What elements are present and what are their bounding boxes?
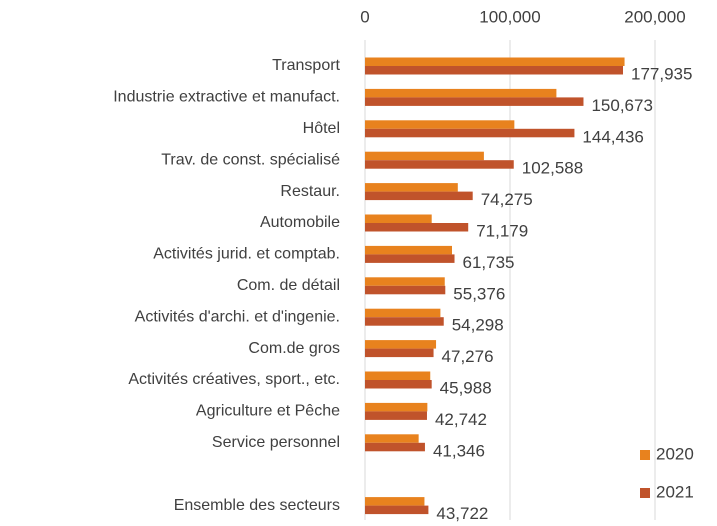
category-label: Agriculture et Pêche <box>196 403 340 420</box>
bar <box>365 160 514 169</box>
legend-label: 2020 <box>656 444 694 463</box>
value-label: 54,298 <box>452 316 504 335</box>
bar <box>365 120 515 129</box>
bar <box>365 97 584 106</box>
value-label: 45,988 <box>440 378 492 397</box>
bar <box>365 128 575 138</box>
legend-label: 2021 <box>656 482 694 501</box>
category-label: Activités jurid. et comptab. <box>153 246 340 263</box>
value-label: 47,276 <box>442 347 494 366</box>
value-label: 61,735 <box>463 253 515 272</box>
bar <box>365 371 431 380</box>
value-label: 150,673 <box>591 96 652 115</box>
category-label: Ensemble des secteurs <box>174 497 340 514</box>
bar <box>365 308 441 318</box>
bar <box>365 66 624 75</box>
x-tick-label: 200,000 <box>624 7 685 26</box>
bar <box>365 245 452 255</box>
bar <box>365 285 446 295</box>
value-label: 177,935 <box>631 64 692 83</box>
bar <box>365 191 473 201</box>
value-label: 102,588 <box>522 159 583 178</box>
legend-swatch <box>640 450 650 460</box>
value-label: 42,742 <box>435 410 487 429</box>
bar <box>365 183 458 192</box>
category-label: Restaur. <box>280 183 340 200</box>
value-label: 55,376 <box>453 284 505 303</box>
legend-swatch <box>640 488 650 498</box>
category-label: Com.de gros <box>248 340 340 357</box>
category-label: Automobile <box>260 214 340 231</box>
category-label: Transport <box>272 57 340 74</box>
bar <box>365 340 437 349</box>
value-label: 71,179 <box>476 221 528 240</box>
bar <box>365 497 425 506</box>
bar <box>365 411 427 420</box>
bar <box>365 505 429 515</box>
bar <box>365 151 484 161</box>
bar <box>365 254 455 263</box>
x-tick-label: 100,000 <box>479 7 540 26</box>
value-label: 144,436 <box>582 127 643 146</box>
bar <box>365 402 428 412</box>
category-label: Trav. de const. spécialisé <box>161 151 340 168</box>
bar <box>365 348 434 358</box>
category-label: Activités créatives, sport., etc. <box>128 371 340 388</box>
category-label: Service personnel <box>212 434 340 451</box>
category-label: Hôtel <box>303 120 340 137</box>
x-tick-label: 0 <box>360 7 369 26</box>
bar <box>365 380 432 389</box>
bar <box>365 317 444 326</box>
bar <box>365 442 425 452</box>
bar <box>365 223 469 232</box>
bar <box>365 57 625 66</box>
bar <box>365 277 445 286</box>
category-label: Com. de détail <box>237 277 340 294</box>
bar <box>365 88 557 98</box>
bar <box>365 214 432 223</box>
value-label: 41,346 <box>433 441 485 460</box>
bar <box>365 434 419 443</box>
value-label: 74,275 <box>481 190 533 209</box>
category-label: Activités d'archi. et d'ingenie. <box>135 308 340 325</box>
category-label: Industrie extractive et manufact. <box>113 89 340 106</box>
value-label: 43,722 <box>436 504 488 523</box>
